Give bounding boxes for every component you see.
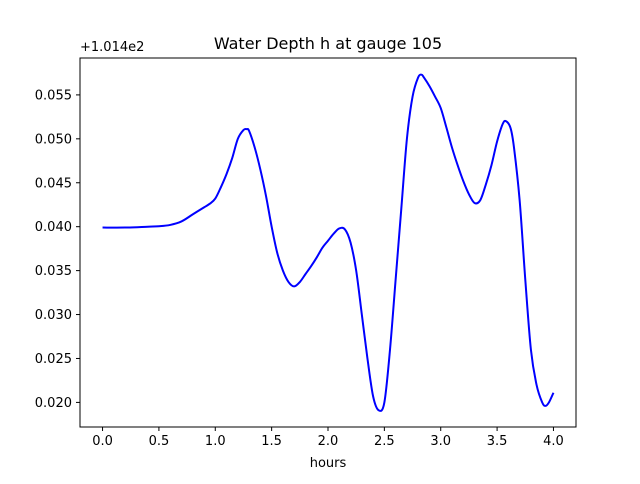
y-tick-label: 0.040 [35,220,72,235]
y-tick-label: 0.055 [35,88,72,103]
x-tick-label: 1.0 [205,434,226,449]
x-tick-label: 3.0 [430,434,451,449]
y-tick-label: 0.045 [35,176,72,191]
x-tick-label: 0.0 [92,434,113,449]
y-tick-label: 0.050 [35,132,72,147]
plot-layer [102,73,555,412]
y-tick-label: 0.035 [35,264,72,279]
x-tick-label: 2.0 [318,434,339,449]
y-tick-label: 0.020 [35,396,72,411]
y-offset-label: +1.014e2 [80,40,144,55]
x-tick-label: 4.0 [543,434,564,449]
x-tick-label: 3.5 [487,434,508,449]
axes-frame [79,57,577,428]
x-tick-label: 0.5 [149,434,170,449]
chart-title: Water Depth h at gauge 105 [214,34,442,53]
y-tick-label: 0.025 [35,352,72,367]
series-line-0 [102,73,555,412]
tick-layer: 0.0 0.5 1.0 1.5 2.0 2.5 3.0 3.5 4.0 0.020 0.025 0.0… [35,88,564,449]
y-tick-label: 0.030 [35,308,72,323]
x-axis-label: hours [310,456,347,471]
x-tick-label: 2.5 [374,434,395,449]
x-tick-label: 1.5 [261,434,282,449]
